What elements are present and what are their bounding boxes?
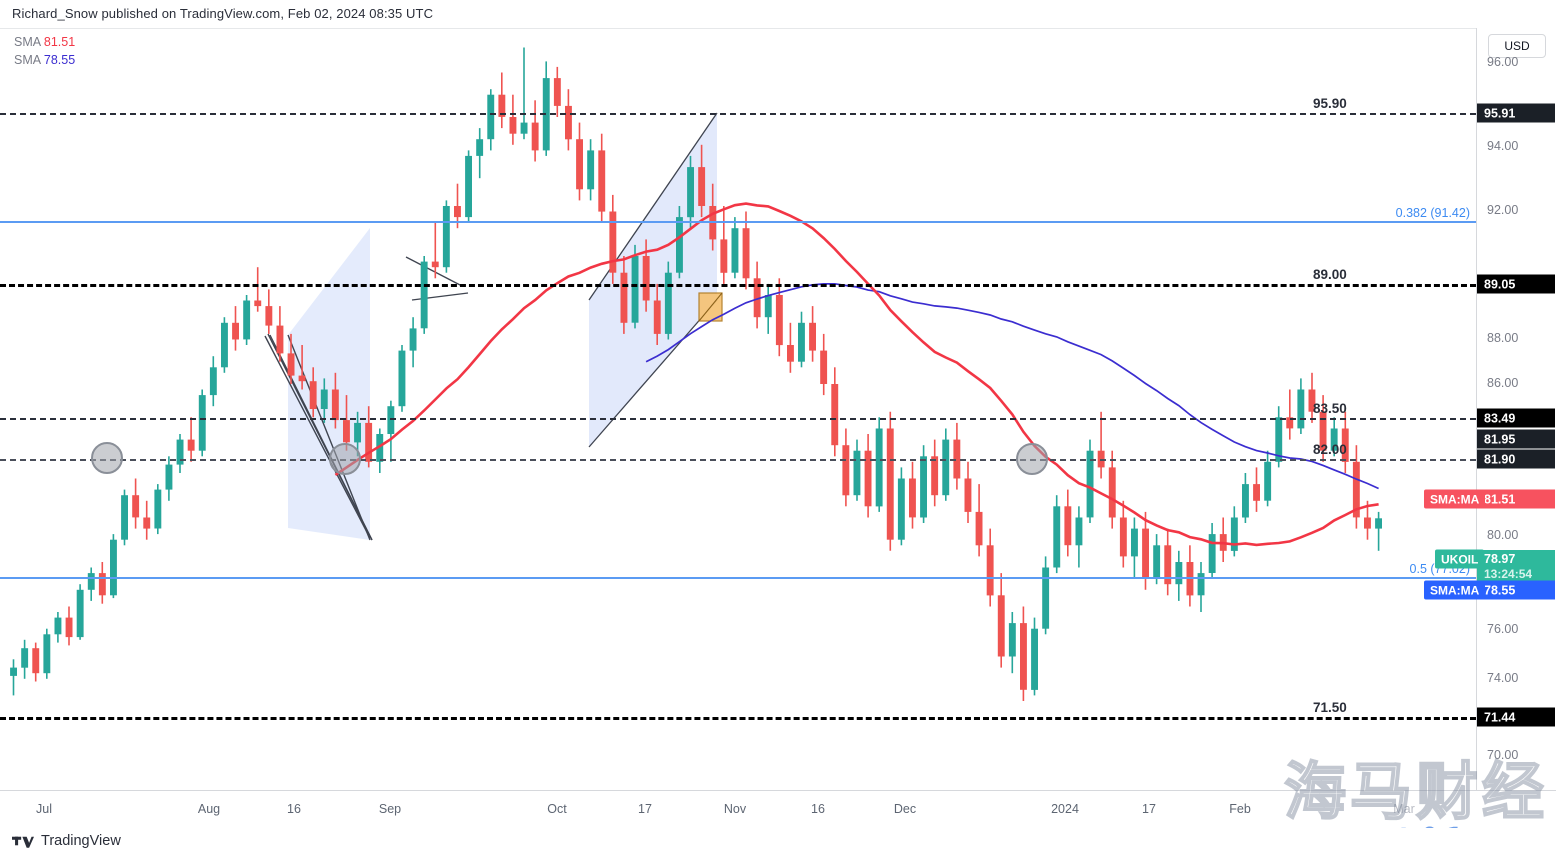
price-badge-ukoil: 78.97 13:24:54 [1477,550,1555,584]
chart-pane[interactable]: 95.90 89.00 83.50 82.00 71.50 0.382 (91.… [0,28,1476,790]
level-82-00-label: 82.00 [1313,442,1347,457]
ukoil-last-price: 78.97 [1484,552,1516,566]
fib-05-line [0,577,1476,579]
level-83-50-label: 83.50 [1313,401,1347,416]
x-tick-17b: 17 [1142,802,1156,816]
x-tick-nov: Nov [723,802,747,816]
level-95-90-line [0,113,1476,115]
y-tick-94: 94.00 [1487,139,1519,153]
price-badge-sma-fast: 81.51 [1477,489,1555,509]
indicator-legend[interactable]: SMA 81.51 SMA 78.55 [14,33,75,69]
y-tick-70: 70.00 [1487,748,1519,762]
level-71-50-label: 71.50 [1313,700,1347,715]
publisher-attribution: Richard_Snow published on TradingView.co… [12,6,434,21]
x-tick-dec: Dec [893,802,917,816]
y-tick-74: 74.00 [1487,671,1519,685]
legend-row-sma-fast[interactable]: SMA 81.51 [14,33,75,51]
level-83-50-line [0,418,1476,420]
x-tick-17a: 17 [638,802,652,816]
y-tick-80: 80.00 [1487,528,1519,542]
watermark-brand: 海马财经 [1283,758,1548,827]
level-95-90-label: 95.90 [1313,96,1347,111]
y-tick-92: 92.00 [1487,203,1519,217]
ukoil-countdown: 13:24:54 [1484,567,1533,581]
price-badge-81-90: 81.90 [1477,449,1555,469]
descending-channel-drawing [264,228,373,541]
x-tick-feb: Feb [1229,802,1251,816]
tradingview-wordmark: TradingView [41,833,121,849]
price-axis[interactable]: USD 96.00 94.00 92.00 90.00 88.00 86.00 … [1476,28,1556,790]
y-tick-76: 76.00 [1487,622,1519,636]
level-89-00-line [0,284,1476,287]
sma-slow-label: SMA [14,53,41,67]
price-badge-89-05: 89.05 [1477,274,1555,294]
x-tick-2024: 2024 [1051,802,1079,816]
x-tick-16a: 16 [287,802,301,816]
footer: TradingView [0,828,1556,857]
fib-0382-label: 0.382 (91.42) [1395,206,1470,220]
y-tick-96: 96.00 [1487,55,1519,69]
sma-slow-tag: SMA:MA [1424,580,1486,600]
price-badge-83-49: 83.49 [1477,408,1555,428]
x-tick-jul: Jul [36,802,52,816]
sma-fast-label: SMA [14,35,41,49]
x-tick-mar: Mar [1393,802,1415,816]
x-tick-aug: Aug [197,802,221,816]
header-divider [0,28,1556,29]
x-tick-16b: 16 [811,802,825,816]
price-badge-81-95: 81.95 [1477,429,1555,449]
x-tick-sep: Sep [378,802,402,816]
level-82-00-line [0,459,1476,461]
price-badge-sma-slow: 78.55 [1477,580,1555,600]
sma-fast-value: 81.51 [43,35,76,49]
cross-marker-jul[interactable] [91,442,123,474]
level-71-50-line [0,717,1476,720]
price-plot [10,47,1382,701]
price-badge-71-44: 71.44 [1477,707,1555,727]
sma-fast-line [334,202,1379,547]
x-tick-oct: Oct [547,802,567,816]
descending-channel-upper-line [269,334,373,541]
sma-fast-tag: SMA:MA [1424,489,1486,509]
fib-0382-line [0,221,1476,223]
sma-slow-line [645,282,1379,490]
tradingview-mark-icon [12,834,34,848]
ukoil-tag: UKOIL [1435,549,1485,569]
time-axis[interactable]: Jul Aug 16 Sep Oct 17 Nov 16 Dec 2024 17… [0,790,1556,829]
ascending-channel-drawing [588,112,718,448]
currency-chip[interactable]: USD [1488,34,1546,58]
price-badge-95-91: 95.91 [1477,103,1555,123]
candle-series [10,47,1382,701]
cross-marker-dec[interactable] [1016,443,1048,475]
legend-row-sma-slow[interactable]: SMA 78.55 [14,51,75,69]
y-tick-86: 86.00 [1487,376,1519,390]
cross-marker-aug[interactable] [329,443,361,475]
y-tick-88: 88.00 [1487,331,1519,345]
level-89-00-label: 89.00 [1313,267,1347,282]
tradingview-logo[interactable]: TradingView [12,833,121,849]
sma-slow-value: 78.55 [43,53,76,67]
